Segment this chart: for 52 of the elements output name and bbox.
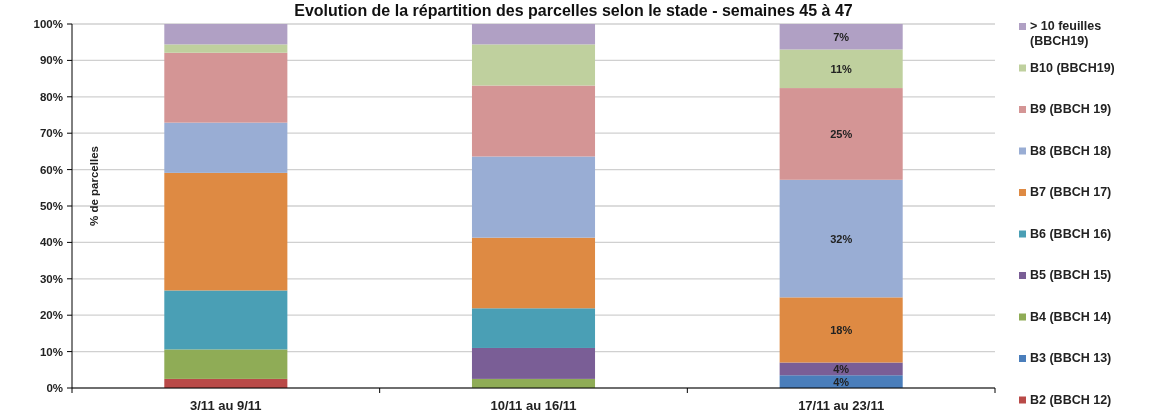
bar xyxy=(471,44,596,86)
legend-label: B4 (BBCH 14) xyxy=(1030,309,1112,324)
legend-label: B6 (BBCH 16) xyxy=(1030,226,1112,241)
bar xyxy=(471,24,596,45)
y-tick-label: 90% xyxy=(39,54,63,67)
bar xyxy=(779,88,903,180)
legend-label: B9 (BBCH 19) xyxy=(1030,102,1112,116)
data-label: 18% xyxy=(830,323,853,336)
x-tick-label: 10/11 au 16/11 xyxy=(490,398,577,413)
bar xyxy=(471,156,596,238)
bar xyxy=(779,49,903,89)
bar xyxy=(164,122,288,173)
x-tick-label: 17/11 au 23/11 xyxy=(798,398,885,413)
legend-label: B7 (BBCH 17) xyxy=(1030,185,1112,199)
bar xyxy=(471,237,596,309)
y-tick-label: 20% xyxy=(39,309,63,322)
y-axis-title: % de parcelles xyxy=(88,146,100,226)
bar xyxy=(471,308,596,348)
bar xyxy=(471,347,596,379)
bar xyxy=(164,290,288,350)
y-tick-label: 100% xyxy=(33,18,63,30)
bar xyxy=(471,85,596,157)
data-label: 25% xyxy=(830,127,853,140)
bar xyxy=(164,24,288,45)
legend-label: B5 (BBCH 15) xyxy=(1030,268,1112,282)
y-tick-label: 40% xyxy=(39,236,63,249)
bar xyxy=(164,172,288,291)
bar xyxy=(164,52,288,123)
chart-title: Evolution de la répartition des parcelles selon le stade - semaines 45 à 47 xyxy=(294,2,853,19)
y-tick-label: 10% xyxy=(39,345,63,358)
y-tick-label: 70% xyxy=(39,127,63,140)
x-tick-label: 3/11 au 9/11 xyxy=(190,398,262,413)
legend-label: B10 (BBCH19) xyxy=(1030,60,1115,75)
data-label: 4% xyxy=(833,375,850,388)
y-tick-label: 30% xyxy=(39,272,63,285)
y-tick-label: 50% xyxy=(39,200,63,212)
data-label: 32% xyxy=(830,232,853,245)
bar xyxy=(779,179,903,298)
y-tick-label: 60% xyxy=(39,163,63,176)
legend-label: B8 (BBCH 18) xyxy=(1030,143,1112,158)
legend-label: B2 (BBCH 12) xyxy=(1030,392,1112,407)
y-tick-label: 0% xyxy=(46,382,63,394)
bar xyxy=(164,349,288,379)
bar xyxy=(164,44,288,53)
legend-label: > 10 feuilles (BBCH19) xyxy=(1030,19,1102,48)
bar xyxy=(779,24,903,50)
bar xyxy=(779,297,903,363)
data-label: 7% xyxy=(833,30,850,43)
y-tick-label: 80% xyxy=(39,90,63,103)
data-label: 11% xyxy=(830,62,853,75)
data-label: 4% xyxy=(833,362,850,375)
legend-label: B3 (BBCH 13) xyxy=(1030,351,1112,365)
